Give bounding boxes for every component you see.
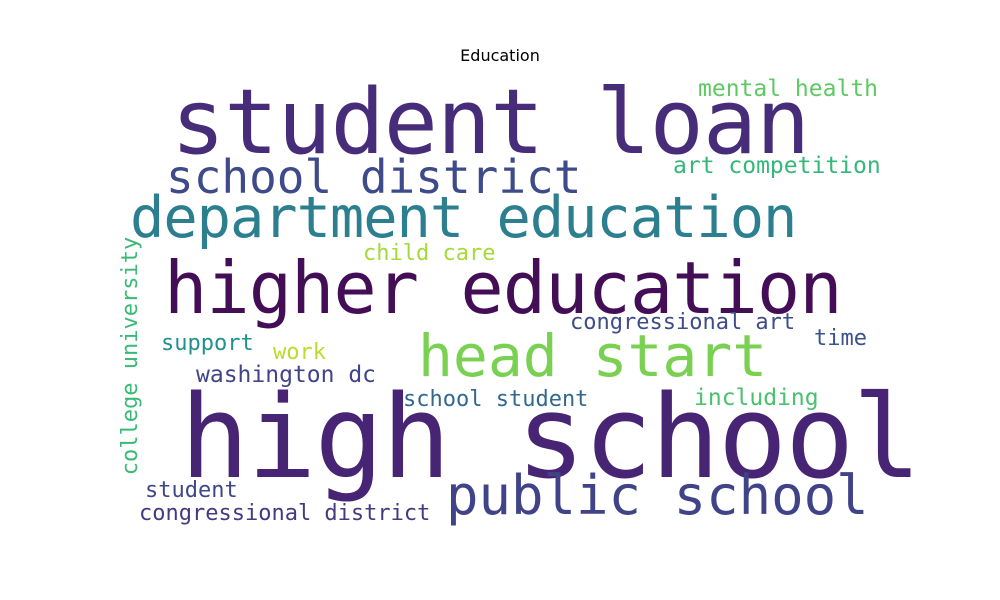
word-mental-health: mental health [698,76,879,102]
word-student-loan: student loan [171,70,810,175]
word-child-care: child care [363,241,496,266]
word-support: support [161,331,254,356]
word-student: student [145,478,238,503]
word-public-school: public school [446,464,869,527]
word-including: including [694,385,819,411]
word-washington-dc: washington dc [196,362,377,388]
word-work: work [273,340,326,365]
word-congressional-art: congressional art [570,310,796,335]
word-congressional-district: congressional district [139,501,431,526]
word-high-school: high school [180,371,922,505]
word-department-education: department education [130,185,797,251]
word-school-district: school district [166,150,582,204]
word-college-university: college university [118,236,144,476]
word-time: time [814,326,867,351]
figure-title: Education [460,46,540,65]
word-head-start: head start [418,322,768,390]
word-higher-education: higher education [164,246,843,330]
word-school-student: school student [403,387,589,412]
word-art-competition: art competition [673,153,881,179]
